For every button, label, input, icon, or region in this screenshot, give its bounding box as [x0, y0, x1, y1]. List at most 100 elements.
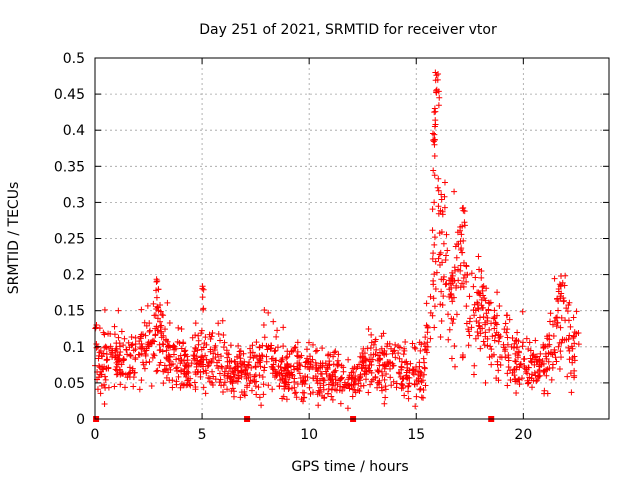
data-point	[252, 363, 259, 370]
data-point	[551, 275, 558, 282]
data-point	[416, 386, 423, 393]
data-point	[410, 371, 417, 378]
data-point	[230, 393, 237, 400]
data-point	[260, 321, 267, 328]
data-point	[511, 340, 518, 347]
data-point	[219, 364, 226, 371]
data-point	[221, 339, 228, 346]
data-point	[431, 303, 438, 310]
data-point	[477, 292, 484, 299]
data-point	[332, 367, 339, 374]
data-point	[429, 227, 436, 234]
data-point	[237, 394, 244, 401]
data-point	[198, 346, 205, 353]
data-point	[299, 381, 306, 388]
data-point	[181, 348, 188, 355]
data-point	[217, 353, 224, 360]
data-point	[558, 354, 565, 361]
y-tick-label: 0.35	[54, 159, 85, 175]
data-point	[291, 390, 298, 397]
data-point	[267, 345, 274, 352]
data-point	[292, 389, 299, 396]
data-point	[166, 319, 173, 326]
data-point	[340, 368, 347, 375]
data-point	[158, 329, 165, 336]
data-point	[202, 390, 209, 397]
data-point	[472, 307, 479, 314]
data-point	[432, 121, 439, 128]
data-point	[338, 374, 345, 381]
data-point	[392, 341, 399, 348]
data-point	[429, 206, 436, 213]
data-point	[571, 329, 578, 336]
data-point	[350, 386, 357, 393]
data-point	[294, 365, 301, 372]
data-point	[277, 364, 284, 371]
data-point	[307, 353, 314, 360]
data-point	[137, 344, 144, 351]
data-point	[165, 356, 172, 363]
data-point	[413, 393, 420, 400]
data-point	[405, 382, 412, 389]
data-point	[401, 392, 408, 399]
data-point	[537, 350, 544, 357]
data-point	[391, 347, 398, 354]
data-point	[281, 385, 288, 392]
data-point	[203, 356, 210, 363]
data-point	[332, 376, 339, 383]
data-point	[178, 356, 185, 363]
data-point	[234, 363, 241, 370]
data-point	[533, 378, 540, 385]
data-point	[488, 361, 495, 368]
data-point	[154, 367, 161, 374]
data-point	[482, 329, 489, 336]
data-point	[195, 332, 202, 339]
data-point	[271, 348, 278, 355]
data-point	[505, 352, 512, 359]
data-point	[379, 372, 386, 379]
data-point	[523, 368, 530, 375]
data-point	[116, 340, 123, 347]
data-point	[564, 373, 571, 380]
data-point	[258, 402, 265, 409]
data-point	[557, 324, 564, 331]
data-point	[557, 348, 564, 355]
data-point	[569, 359, 576, 366]
data-point	[126, 364, 133, 371]
data-point	[374, 379, 381, 386]
data-point	[400, 351, 407, 358]
data-point	[328, 393, 335, 400]
data-point	[307, 363, 314, 370]
data-point	[448, 355, 455, 362]
data-point	[493, 321, 500, 328]
data-point	[463, 278, 470, 285]
data-point	[381, 376, 388, 383]
data-point	[157, 359, 164, 366]
data-point	[309, 341, 316, 348]
data-point	[230, 369, 237, 376]
data-point	[269, 355, 276, 362]
data-point	[126, 344, 133, 351]
data-point	[95, 352, 102, 359]
data-point	[357, 383, 364, 390]
data-point	[497, 353, 504, 360]
data-point	[454, 229, 461, 236]
data-point	[395, 343, 402, 350]
data-point	[476, 323, 483, 330]
data-point	[289, 372, 296, 379]
data-point	[335, 361, 342, 368]
data-point	[472, 335, 479, 342]
data-point	[260, 391, 267, 398]
data-point	[256, 394, 263, 401]
data-point	[241, 392, 248, 399]
data-point	[370, 341, 377, 348]
data-point	[277, 376, 284, 383]
data-point	[284, 360, 291, 367]
data-point	[154, 277, 161, 284]
data-point	[564, 308, 571, 315]
data-point	[503, 329, 510, 336]
data-point	[102, 384, 109, 391]
data-point	[247, 349, 254, 356]
